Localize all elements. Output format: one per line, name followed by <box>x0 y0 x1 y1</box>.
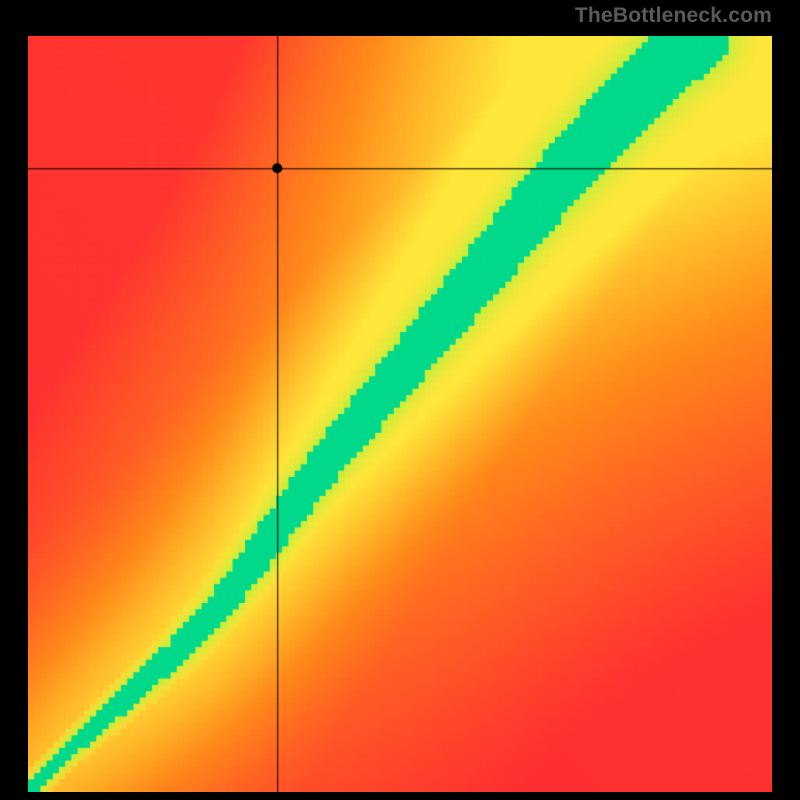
chart-container: TheBottleneck.com <box>0 0 800 800</box>
bottleneck-heatmap <box>28 36 772 792</box>
watermark-text: TheBottleneck.com <box>575 4 772 28</box>
